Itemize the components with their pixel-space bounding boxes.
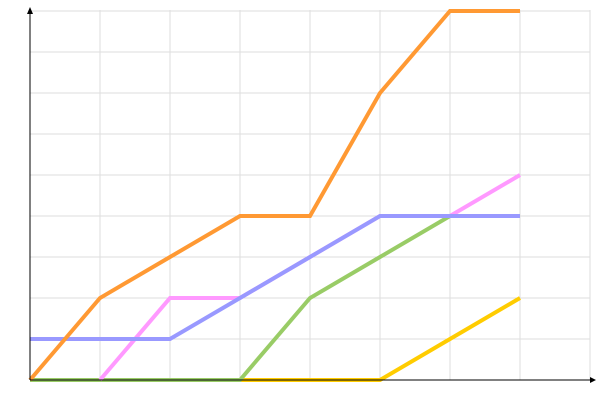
axes bbox=[27, 7, 596, 383]
series-group bbox=[28, 9, 522, 382]
series-line-3 bbox=[30, 214, 520, 341]
y-axis-arrow-icon bbox=[27, 7, 33, 14]
grid bbox=[30, 10, 591, 380]
x-axis-arrow-icon bbox=[590, 377, 596, 383]
series-line-4 bbox=[28, 9, 520, 382]
